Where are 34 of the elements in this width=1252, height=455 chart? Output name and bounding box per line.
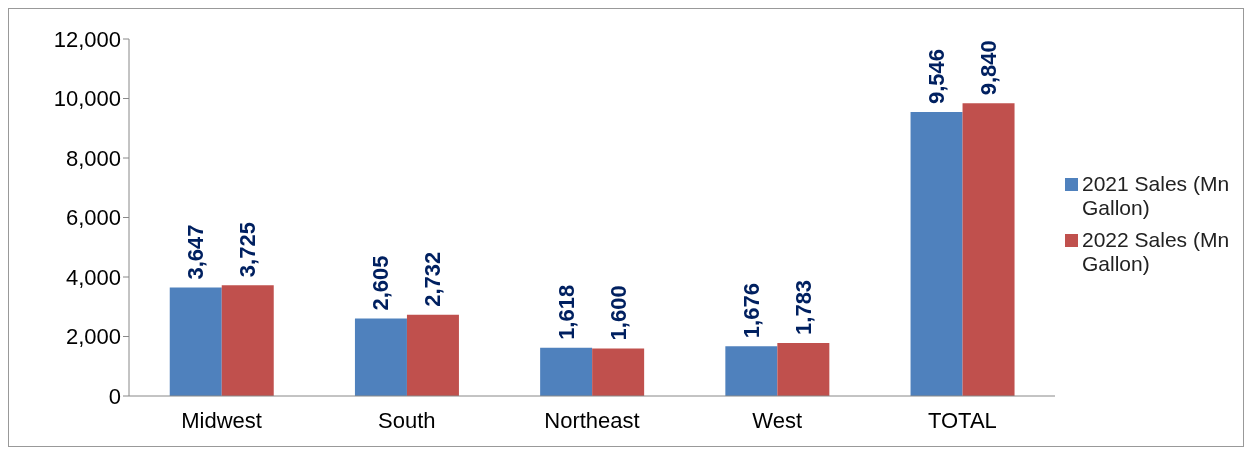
bar [406,314,459,396]
bar [910,112,963,396]
data-label: 9,840 [976,40,1002,96]
x-tick-label: Northeast [544,407,640,433]
bar [725,346,778,396]
bar [592,348,645,396]
y-tick-label: 10,000 [53,86,121,112]
bar [169,287,222,396]
data-label: 3,647 [183,224,209,280]
y-tick-label: 8,000 [65,145,121,171]
bar [221,285,274,396]
x-tick-label: TOTAL [927,407,997,433]
bar [962,103,1015,396]
data-label: 2,605 [368,255,394,311]
data-label: 1,783 [790,279,816,335]
y-tick-label: 2,000 [65,324,121,350]
data-label: 2,732 [420,251,446,307]
data-label: 1,676 [738,283,764,339]
data-label: 3,725 [235,222,261,278]
legend-label: 2022 Sales (Mn Gallon) [1082,227,1231,276]
bar [354,318,407,396]
data-label: 1,600 [605,285,631,341]
bar [777,342,830,396]
bar [540,347,593,396]
x-tick-label: South [378,407,436,433]
data-label: 1,618 [553,284,579,340]
y-tick-label: 0 [108,383,121,409]
x-tick-label: West [752,407,803,433]
legend-label: 2021 Sales (Mn Gallon) [1082,171,1231,220]
x-tick-label: Midwest [181,407,262,433]
y-tick-label: 12,000 [53,26,121,52]
y-tick-label: 4,000 [65,264,121,290]
data-label: 9,546 [924,48,950,105]
y-tick-label: 6,000 [65,205,121,231]
